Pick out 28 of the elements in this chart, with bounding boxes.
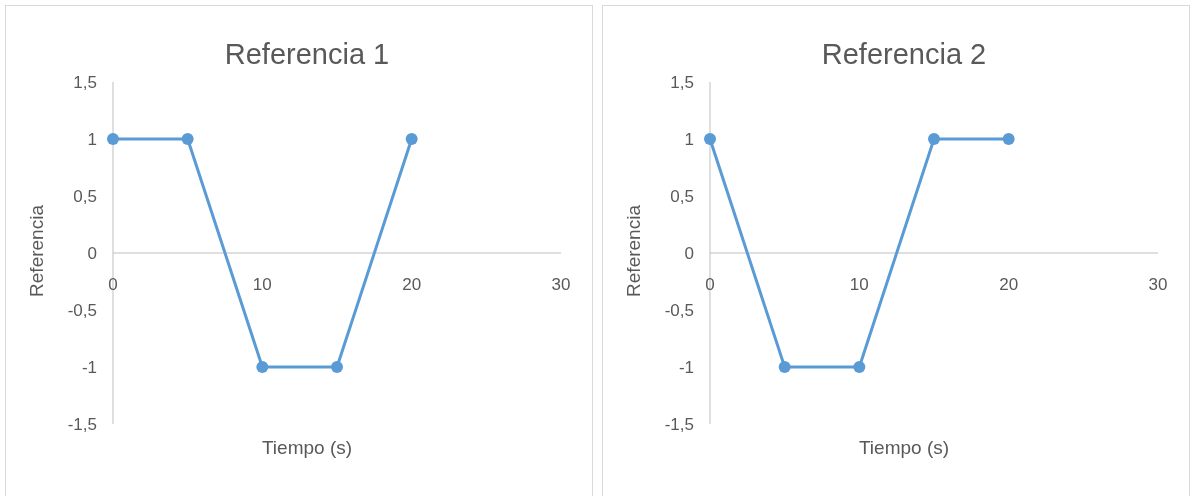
y-tick-label: -0,5 bbox=[67, 300, 97, 320]
x-axis-title: Tiempo (s) bbox=[858, 437, 950, 458]
x-tick-label: 30 bbox=[1148, 275, 1168, 294]
x-tick-label: 10 bbox=[252, 275, 272, 294]
y-axis-title: Referencia bbox=[26, 204, 47, 297]
x-tick-label: 20 bbox=[402, 275, 422, 294]
y-tick-label: -1 bbox=[81, 357, 97, 377]
y-tick-label: 1 bbox=[684, 129, 694, 149]
x-tick-label: 30 bbox=[551, 275, 571, 294]
x-axis-title: Tiempo (s) bbox=[261, 437, 353, 458]
y-tick-label: -1 bbox=[678, 357, 694, 377]
x-tick-label: 0 bbox=[705, 275, 715, 294]
chart-title: Referencia 1 bbox=[224, 38, 390, 70]
y-tick-label: -1,5 bbox=[664, 414, 694, 434]
y-axis-title: Referencia bbox=[623, 204, 644, 297]
y-tick-label: 0 bbox=[684, 243, 694, 263]
y-tick-label: -1,5 bbox=[67, 414, 97, 434]
y-tick-label: -0,5 bbox=[664, 300, 694, 320]
chart-title: Referencia 2 bbox=[821, 38, 987, 70]
y-tick-label: 1 bbox=[87, 129, 97, 149]
x-tick-label: 20 bbox=[999, 275, 1019, 294]
x-tick-label: 10 bbox=[849, 275, 869, 294]
x-tick-label: 0 bbox=[108, 275, 118, 294]
y-tick-label: 1,5 bbox=[73, 72, 97, 92]
y-tick-label: 0,5 bbox=[670, 186, 694, 206]
y-tick-label: 0,5 bbox=[73, 186, 97, 206]
y-tick-label: 1,5 bbox=[670, 72, 694, 92]
y-tick-label: 0 bbox=[87, 243, 97, 263]
